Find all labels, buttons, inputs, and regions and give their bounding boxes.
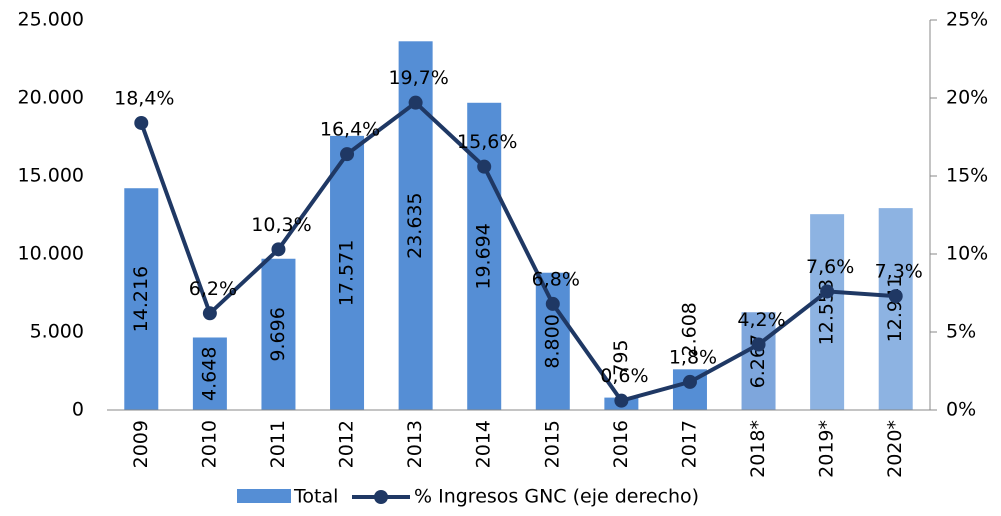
y-tick-label: 20.000	[18, 87, 84, 109]
x-tick-label: 2015	[541, 420, 563, 468]
bar-value-label: 12.941	[884, 276, 906, 342]
line-value-label: 16,4%	[320, 119, 380, 141]
line	[139, 100, 896, 403]
y2-tick-label: 10%	[946, 243, 988, 265]
y2-tick-label: 0%	[946, 399, 976, 421]
line-marker	[751, 337, 766, 352]
bar-value-label: 8.800	[541, 314, 563, 368]
y2-tick-label: 20%	[946, 87, 988, 109]
y2-tick-label: 25%	[946, 9, 988, 31]
x-tick-label: 2016	[610, 420, 632, 468]
y2-tick-label: 15%	[946, 165, 988, 187]
x-tick-label: 2020*	[884, 420, 906, 478]
line-value-label: 10,3%	[251, 214, 311, 236]
line-value-label: 6,2%	[189, 278, 237, 300]
bar	[535, 272, 570, 410]
line-marker	[477, 159, 492, 174]
line-value-label: 15,6%	[457, 131, 517, 153]
y2-tick-label: 5%	[946, 321, 976, 343]
y-tick-label: 15.000	[18, 165, 84, 187]
legend-label: Total	[293, 486, 338, 508]
bar-value-label: 19.694	[473, 223, 495, 289]
line-value-label: 18,4%	[114, 87, 174, 109]
y-tick-label: 5.000	[30, 321, 84, 343]
x-tick-label: 2009	[130, 420, 152, 468]
bar	[124, 188, 159, 410]
bar-value-label: 9.696	[267, 307, 289, 361]
bar-value-label: 795	[610, 339, 632, 375]
legend-swatch	[237, 489, 291, 503]
x-tick-label: 2017	[678, 420, 700, 468]
line-marker	[408, 95, 423, 110]
line-marker	[614, 393, 629, 408]
line-marker	[202, 306, 217, 321]
line-marker	[820, 284, 835, 299]
bar	[878, 208, 913, 410]
x-tick-label: 2014	[473, 420, 495, 468]
x-tick-label: 2012	[336, 420, 358, 468]
x-tick-label: 2011	[267, 420, 289, 468]
line-value-label: 19,7%	[388, 67, 448, 89]
bar	[192, 337, 227, 410]
line-marker	[545, 296, 560, 311]
bar	[741, 312, 776, 410]
line-marker	[271, 242, 286, 257]
bar-value-label: 2.608	[678, 302, 700, 356]
y-tick-label: 0	[72, 399, 84, 421]
line-marker	[134, 115, 149, 130]
line-value-label: 6,8%	[532, 268, 580, 290]
bar-value-label: 17.571	[336, 240, 358, 306]
bar	[261, 258, 296, 410]
line-marker	[340, 147, 355, 162]
bar-value-label: 23.635	[404, 192, 426, 258]
bar-value-label: 4.648	[198, 347, 220, 401]
y-tick-label: 10.000	[18, 243, 84, 265]
y-tick-label: 25.000	[18, 9, 84, 31]
x-tick-label: 2018*	[747, 420, 769, 478]
legend-marker	[374, 490, 388, 504]
line-value-label: 4,2%	[737, 309, 785, 331]
line-value-label: 0,6%	[600, 365, 648, 387]
bar-value-label: 14.216	[130, 266, 152, 332]
x-tick-label: 2019*	[816, 420, 838, 478]
line-marker	[888, 289, 903, 304]
legend-label: % Ingresos GNC (eje derecho)	[414, 486, 699, 508]
line-marker	[682, 374, 697, 389]
line-value-label: 1,8%	[669, 346, 717, 368]
x-tick-label: 2013	[404, 420, 426, 468]
line-value-label: 7,3%	[875, 261, 923, 283]
x-tick-label: 2010	[198, 420, 220, 468]
line-value-label: 7,6%	[806, 256, 854, 278]
bar	[810, 214, 845, 410]
bar	[330, 135, 365, 410]
